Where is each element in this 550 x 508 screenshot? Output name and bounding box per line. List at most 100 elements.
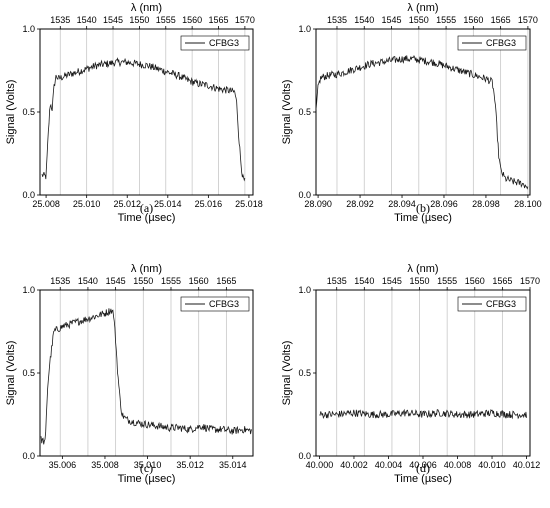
wavelength-tick-label: 1555 xyxy=(437,276,457,286)
x-tick-label: 40.008 xyxy=(444,460,472,470)
legend: CFBG3 xyxy=(457,35,527,51)
series-line-cfbg3 xyxy=(41,57,246,182)
y-tick-label: 1.0 xyxy=(22,24,35,34)
legend: CFBG3 xyxy=(457,296,527,312)
wavelength-tick-label: 1535 xyxy=(50,15,70,25)
legend-entry: CFBG3 xyxy=(486,299,516,309)
wavelength-tick-label: 1550 xyxy=(409,15,429,25)
chart-panel-4: 1535 1540 1545 1550 1555 1560 1565 1570 λ (nm) 40… xyxy=(281,263,540,485)
wavelength-tick-label: 1540 xyxy=(77,15,97,25)
x-tick-label: 25.014 xyxy=(154,199,182,209)
top-axis-title: λ (nm) xyxy=(131,2,162,14)
y-tick-label: 1.0 xyxy=(298,285,311,295)
top-axis-title: λ (nm) xyxy=(407,263,438,275)
wavelength-tick-label: 1570 xyxy=(235,15,255,25)
legend-box xyxy=(180,35,250,51)
x-tick-label: 28.100 xyxy=(514,199,542,209)
series-line-cfbg3 xyxy=(40,308,252,445)
x-tick-label: 35.006 xyxy=(49,460,77,470)
wavelength-tick-label: 1540 xyxy=(78,276,98,286)
wavelength-tick-label: 1535 xyxy=(327,15,347,25)
x-tick-label: 40.000 xyxy=(306,460,334,470)
wavelength-tick-label: 1545 xyxy=(103,15,123,25)
legend-entry: CFBG3 xyxy=(486,38,516,48)
x-tick-label: 28.090 xyxy=(304,199,332,209)
x-tick-label: 35.012 xyxy=(176,460,204,470)
wavelength-tick-label: 1540 xyxy=(354,276,374,286)
x-tick-label: 40.002 xyxy=(340,460,368,470)
wavelength-tick-label: 1540 xyxy=(354,15,374,25)
wavelength-tick-label: 1565 xyxy=(491,15,511,25)
y-tick-label: 0.5 xyxy=(22,368,35,378)
wavelength-tick-label: 1550 xyxy=(133,276,153,286)
y-tick-label: 0.5 xyxy=(298,368,311,378)
y-axis-label: Signal (Volts) xyxy=(281,341,293,406)
wavelength-tick-label: 1570 xyxy=(518,15,538,25)
panel-label: (b) xyxy=(416,201,430,215)
x-tick-label: 40.012 xyxy=(513,460,541,470)
y-tick-label: 0.0 xyxy=(298,451,311,461)
x-tick-label: 28.098 xyxy=(472,199,500,209)
wavelength-tick-label: 1565 xyxy=(492,276,512,286)
y-tick-label: 1.0 xyxy=(22,285,35,295)
x-tick-label: 35.010 xyxy=(134,460,162,470)
y-tick-label: 0.0 xyxy=(22,190,35,200)
x-tick-label: 40.004 xyxy=(375,460,403,470)
x-tick-label: 35.014 xyxy=(219,460,247,470)
wavelength-tick-label: 1550 xyxy=(410,276,430,286)
plot-frame xyxy=(315,28,531,196)
wavelength-tick-label: 1565 xyxy=(216,276,236,286)
panel-label: (a) xyxy=(140,201,153,215)
wavelength-tick-label: 1560 xyxy=(189,276,209,286)
legend-box xyxy=(457,296,527,312)
x-tick-label: 25.008 xyxy=(32,199,60,209)
y-axis-label: Signal (Volts) xyxy=(281,80,293,145)
y-axis-label: Signal (Volts) xyxy=(5,341,17,406)
x-axis-label: Time (µsec) xyxy=(118,212,176,224)
plot-frame xyxy=(39,28,254,196)
y-tick-label: 0.0 xyxy=(298,190,311,200)
x-tick-label: 25.018 xyxy=(235,199,263,209)
legend-entry: CFBG3 xyxy=(209,299,239,309)
y-tick-label: 1.0 xyxy=(298,24,311,34)
wavelength-tick-label: 1555 xyxy=(156,15,176,25)
panel-label: (c) xyxy=(140,461,153,475)
x-axis-label: Time (µsec) xyxy=(394,473,452,485)
wavelength-tick-label: 1560 xyxy=(463,15,483,25)
x-tick-label: 28.094 xyxy=(388,199,416,209)
x-tick-label: 25.010 xyxy=(73,199,101,209)
x-tick-label: 40.010 xyxy=(478,460,506,470)
x-tick-label: 40.006 xyxy=(409,460,437,470)
legend-box xyxy=(180,296,250,312)
wavelength-tick-label: 1565 xyxy=(208,15,228,25)
wavelength-tick-label: 1560 xyxy=(465,276,485,286)
legend-entry: CFBG3 xyxy=(209,38,239,48)
plot-frame xyxy=(315,289,531,457)
wavelength-tick-label: 1560 xyxy=(182,15,202,25)
x-axis-label: Time (µsec) xyxy=(118,473,176,485)
chart-panel-3: 1535 1540 1545 1550 1555 1560 1565 λ (nm) 35.006… xyxy=(5,263,254,485)
y-axis-label: Signal (Volts) xyxy=(5,80,17,145)
wavelength-tick-label: 1570 xyxy=(520,276,540,286)
legend-box xyxy=(457,35,527,51)
legend: CFBG3 xyxy=(180,35,250,51)
chart-panel-1: 1535 1540 1545 1550 1555 1560 1565 1570 λ (nm) 25… xyxy=(5,2,263,224)
y-tick-label: 0.5 xyxy=(22,107,35,117)
x-axis-label: Time (µsec) xyxy=(394,212,452,224)
wavelength-tick-label: 1535 xyxy=(327,276,347,286)
x-tick-label: 25.012 xyxy=(113,199,141,209)
x-tick-label: 28.096 xyxy=(430,199,458,209)
x-tick-label: 25.016 xyxy=(195,199,223,209)
top-axis-title: λ (nm) xyxy=(407,2,438,14)
wavelength-tick-label: 1545 xyxy=(382,15,402,25)
wavelength-tick-label: 1550 xyxy=(129,15,149,25)
x-tick-label: 35.008 xyxy=(91,460,119,470)
wavelength-tick-label: 1555 xyxy=(436,15,456,25)
wavelength-tick-label: 1555 xyxy=(161,276,181,286)
wavelength-tick-label: 1545 xyxy=(382,276,402,286)
wavelength-tick-label: 1535 xyxy=(50,276,70,286)
chart-panel-2: 1535 1540 1545 1550 1555 1560 1565 1570 λ (nm) 28… xyxy=(281,2,542,224)
panel-label: (d) xyxy=(416,461,430,475)
top-axis-title: λ (nm) xyxy=(131,263,162,275)
